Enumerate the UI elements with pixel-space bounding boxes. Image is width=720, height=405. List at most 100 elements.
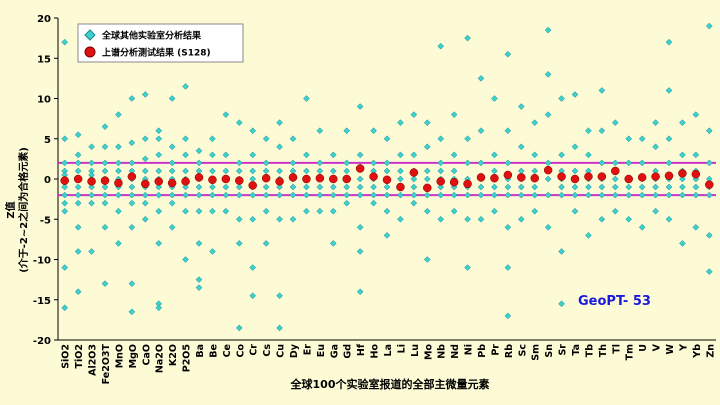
lab-point — [168, 223, 176, 231]
lab-point — [276, 167, 283, 175]
lab-point — [585, 231, 592, 239]
lab-point — [705, 191, 713, 199]
lab-point — [611, 191, 619, 199]
s128-point — [517, 173, 526, 182]
lab-point — [652, 119, 659, 127]
lab-point — [423, 207, 431, 215]
lab-point — [665, 215, 673, 223]
lab-point — [276, 143, 283, 151]
lab-point — [249, 191, 257, 199]
lab-point — [88, 248, 95, 255]
lab-point — [383, 191, 391, 199]
lab-point — [235, 167, 243, 175]
lab-point — [397, 175, 404, 183]
lab-point — [209, 191, 216, 199]
x-tick-label: K2O — [168, 344, 179, 366]
y-tick-label: 20 — [37, 14, 51, 25]
lab-point — [329, 151, 337, 159]
lab-point — [101, 183, 109, 191]
lab-point — [464, 191, 471, 199]
lab-point — [329, 183, 337, 191]
x-tick-label: Mo — [423, 344, 434, 360]
lab-point — [571, 207, 579, 215]
lab-point — [182, 167, 189, 175]
lab-point — [303, 167, 310, 175]
lab-point — [410, 151, 418, 159]
lab-point — [544, 223, 552, 231]
lab-point — [289, 135, 297, 143]
lab-point — [262, 240, 270, 247]
s128-point — [570, 174, 580, 184]
lab-point — [74, 288, 82, 296]
lab-point — [679, 191, 686, 199]
lab-point — [115, 111, 122, 118]
lab-point — [370, 191, 377, 199]
s128-point — [127, 172, 137, 181]
lab-point — [101, 143, 109, 151]
lab-point — [571, 167, 579, 175]
lab-point — [450, 111, 458, 118]
lab-point — [652, 191, 659, 199]
lab-point — [705, 231, 713, 239]
lab-point — [692, 111, 700, 118]
s128-point — [114, 178, 123, 188]
lab-point — [61, 191, 69, 199]
lab-point — [235, 191, 243, 199]
lab-point — [316, 167, 324, 175]
lab-point — [464, 135, 471, 143]
lab-point — [88, 159, 95, 167]
lab-point — [558, 95, 565, 102]
lab-point — [262, 159, 270, 167]
lab-point — [544, 191, 552, 199]
lab-point — [249, 175, 257, 183]
lab-point — [491, 167, 498, 175]
lab-point — [101, 223, 109, 231]
lab-point — [276, 324, 283, 332]
lab-point — [638, 159, 646, 167]
lab-point — [249, 292, 257, 300]
lab-point — [155, 191, 163, 199]
lab-point — [423, 119, 431, 127]
s128-point — [557, 172, 566, 181]
legend-label: 上谱分析测试结果 (S128) — [102, 47, 211, 59]
y-tick-label: -10 — [33, 256, 51, 267]
lab-point — [585, 183, 592, 191]
lab-point — [74, 159, 82, 167]
x-tick-label: Er — [302, 344, 313, 355]
lab-point — [222, 183, 230, 191]
x-tick-label: V — [652, 343, 663, 351]
lab-point — [397, 119, 404, 127]
x-tick-label: Ba — [195, 344, 206, 358]
lab-point — [316, 127, 324, 135]
x-tick-label: U — [638, 344, 649, 352]
x-tick-label: Fe2O3T — [101, 343, 112, 384]
x-tick-label: Tm — [625, 344, 636, 360]
lab-point — [195, 183, 203, 191]
lab-point — [558, 151, 565, 159]
lab-point — [128, 191, 136, 199]
lab-point — [665, 183, 673, 191]
s128-point — [436, 177, 445, 186]
x-tick-label: Dy — [289, 343, 300, 358]
lab-point — [182, 256, 189, 263]
lab-point — [437, 42, 445, 50]
lab-point — [692, 191, 700, 199]
x-tick-label: Ho — [370, 344, 381, 359]
lab-point — [155, 304, 163, 312]
lab-point — [437, 183, 445, 191]
s128-point — [194, 173, 204, 182]
lab-point — [571, 183, 579, 191]
lab-point — [692, 223, 700, 231]
x-tick-label: Cs — [262, 344, 273, 357]
x-tick-label: Al2O3 — [88, 344, 99, 376]
x-tick-label: Be — [208, 344, 219, 358]
lab-point — [316, 191, 324, 199]
lab-point — [504, 127, 512, 135]
lab-point — [356, 223, 364, 231]
lab-point — [383, 135, 391, 143]
lab-point — [544, 26, 552, 34]
lab-point — [329, 167, 337, 175]
lab-point — [141, 191, 149, 199]
lab-point — [155, 207, 163, 215]
lab-point — [168, 191, 176, 199]
